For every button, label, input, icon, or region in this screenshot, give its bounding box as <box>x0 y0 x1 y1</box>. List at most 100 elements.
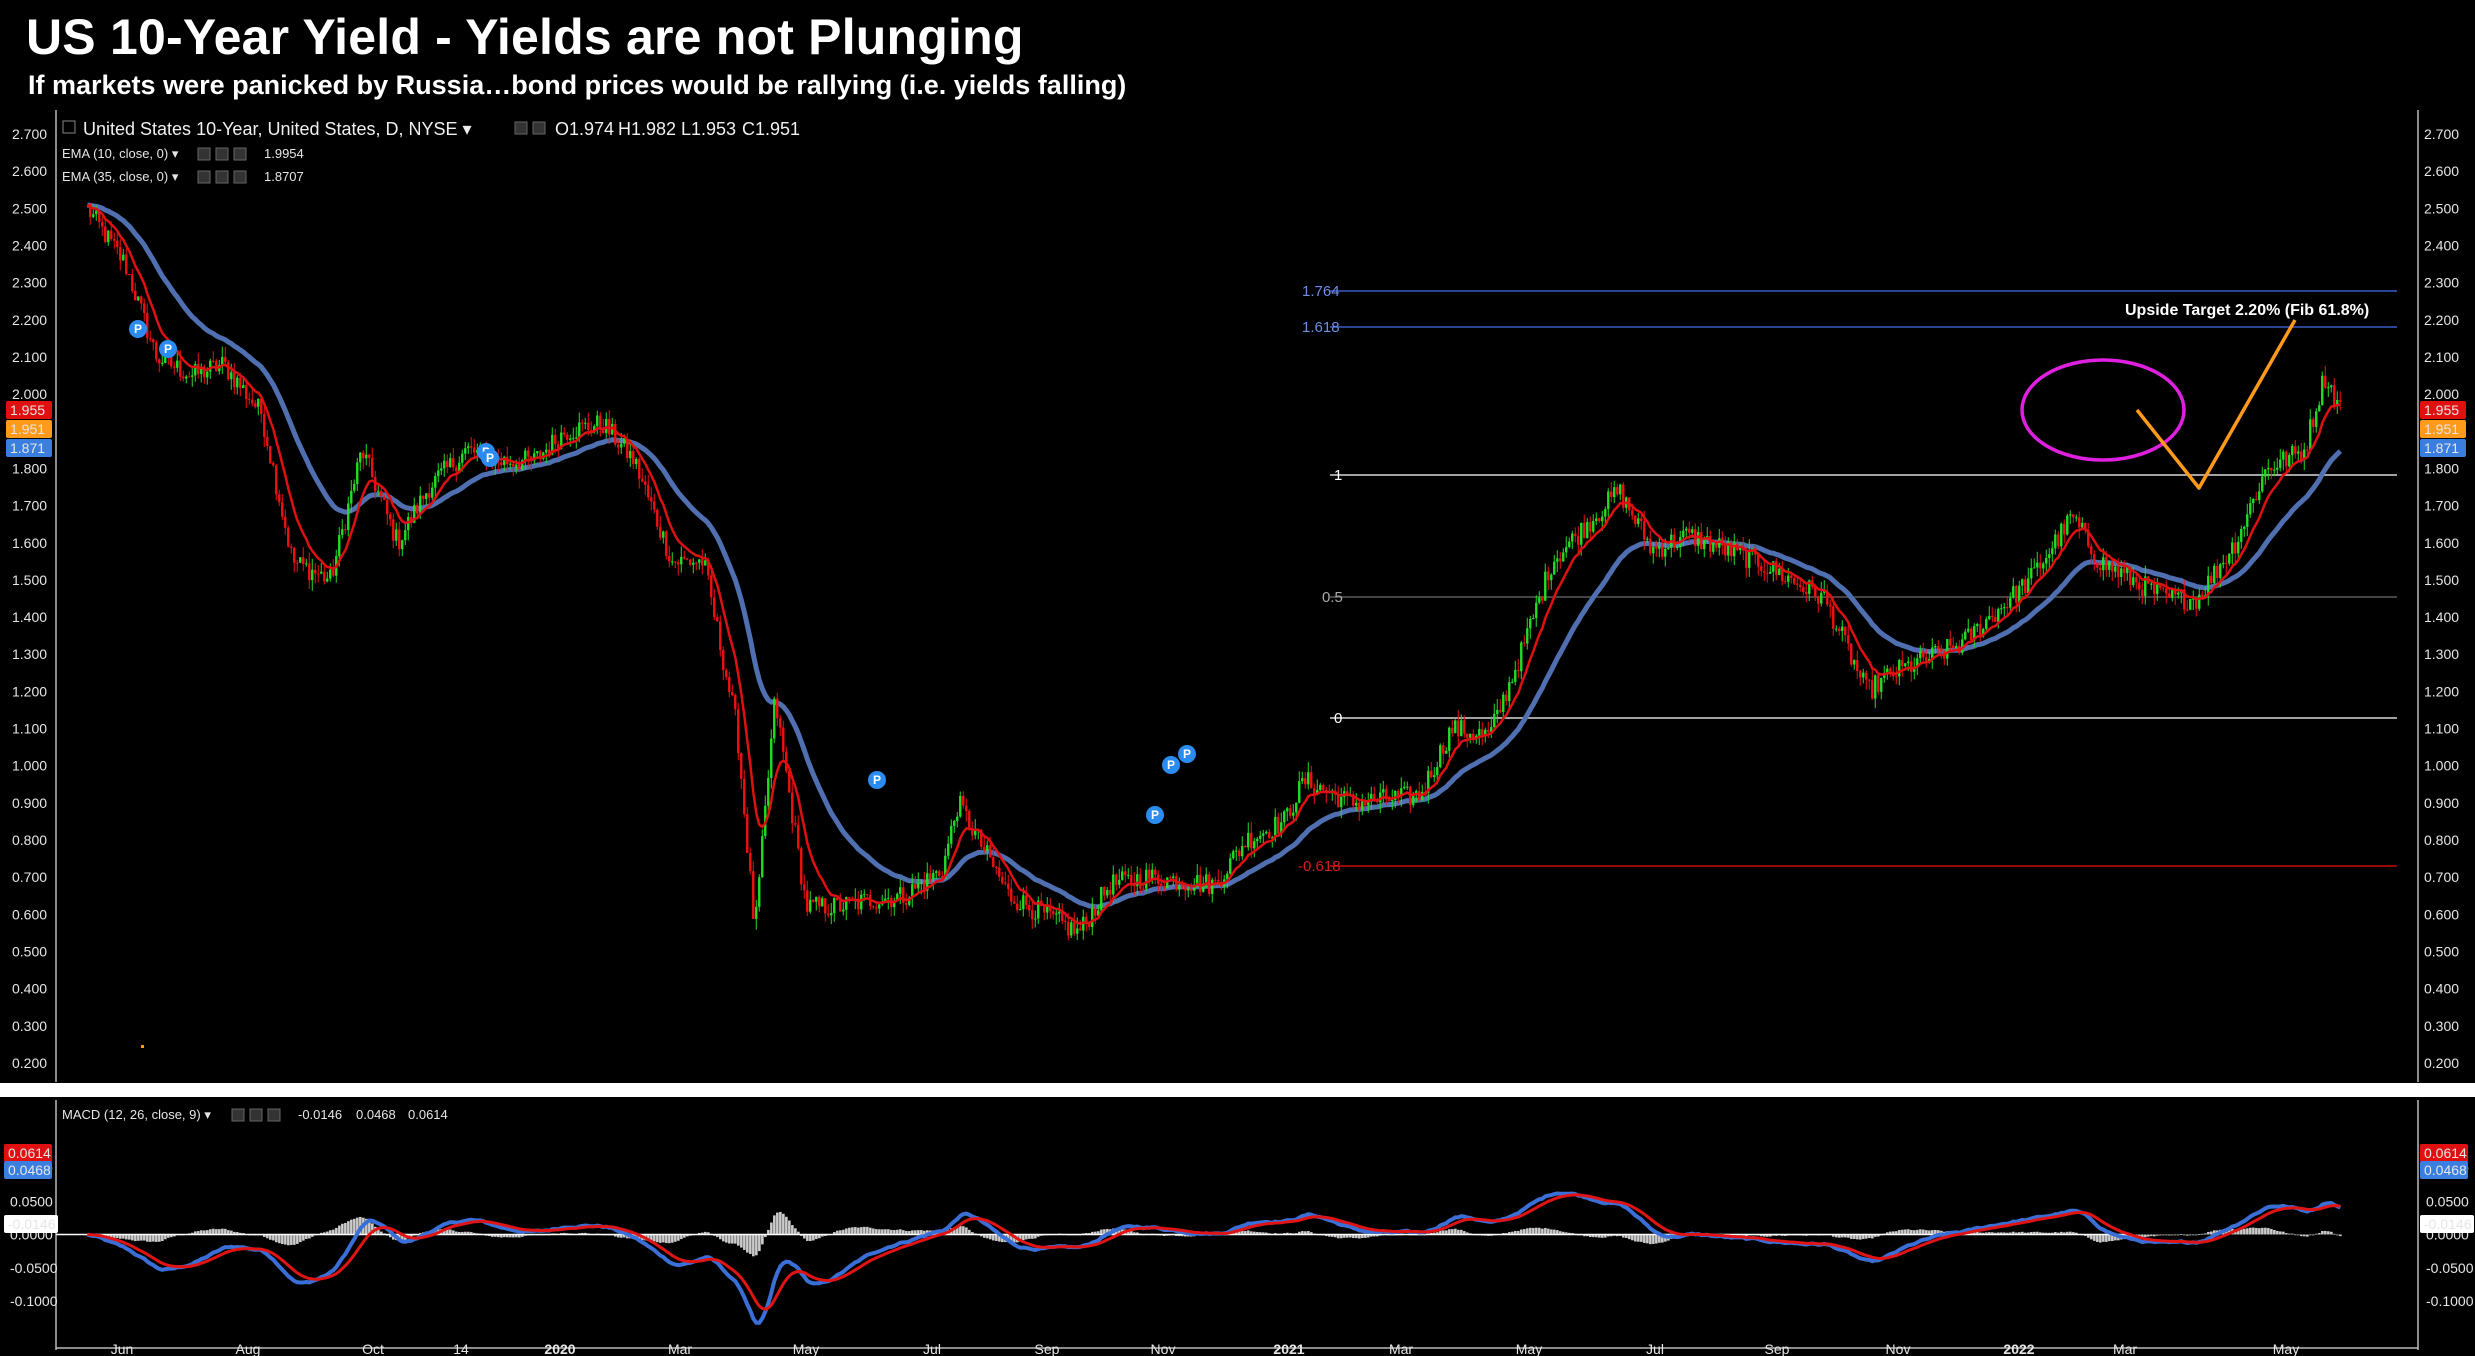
candle-body <box>1526 628 1529 644</box>
candle-body <box>572 438 575 440</box>
candle-body <box>965 805 968 811</box>
candle-body <box>1205 874 1208 884</box>
fibonacci-levels[interactable]: 1.764 1.618 1 0.5 0 -0.618 <box>1298 283 2397 875</box>
candle-body <box>131 274 134 291</box>
annotations[interactable]: Upside Target 2.20% (Fib 61.8%) <box>141 302 2369 1048</box>
candle-body <box>2312 419 2315 427</box>
candle-body <box>578 422 581 438</box>
macd-histogram-bar <box>1451 1229 1454 1235</box>
candle-body <box>1583 522 1586 539</box>
candle-body <box>1226 873 1229 880</box>
candle-body <box>1286 808 1289 812</box>
candle-body <box>1472 733 1475 740</box>
macd-histogram-bar <box>983 1234 986 1238</box>
macd-histogram-bar <box>1868 1234 1871 1239</box>
macd-histogram-bar <box>1286 1232 1289 1235</box>
candle-body <box>1820 592 1823 604</box>
macd-signal-value: 0.0614 <box>408 1107 448 1122</box>
y-tick-right: 1.100 <box>2424 721 2459 737</box>
macd-histogram-bar <box>1973 1231 1976 1235</box>
candle-body <box>1430 770 1433 777</box>
candle-body <box>650 497 653 502</box>
candle-body <box>1919 651 1922 659</box>
candle-body <box>1547 571 1550 581</box>
candle-body <box>1760 566 1763 571</box>
candle-body <box>1532 618 1535 620</box>
macd-histogram-bar <box>674 1234 677 1242</box>
indicator-legend[interactable]: United States 10-Year, United States, D,… <box>62 119 800 1122</box>
macd-histogram-bar <box>2162 1234 2165 1236</box>
macd-histogram-bar <box>113 1234 116 1238</box>
macd-histogram-bar <box>899 1229 902 1235</box>
candle-body <box>2297 451 2300 454</box>
macd-histogram-bar <box>2111 1234 2114 1242</box>
macd-histogram-bar <box>380 1231 383 1235</box>
candle-body <box>2237 541 2240 554</box>
macd-histogram-bar <box>1649 1234 1652 1245</box>
candle-body <box>2021 579 2024 586</box>
candle-body <box>884 898 887 902</box>
macd-histogram-bar <box>371 1223 374 1235</box>
macd-histogram-bar <box>1118 1229 1121 1235</box>
candle-body <box>1772 561 1775 572</box>
macd-histogram-bar <box>167 1234 170 1238</box>
macd-histogram-bar <box>1250 1231 1253 1235</box>
candle-body <box>2054 534 2057 549</box>
candle-body <box>1661 546 1664 557</box>
candle-body <box>1979 623 1982 637</box>
highlight-circle <box>2020 358 2186 462</box>
candle-body <box>2045 557 2048 564</box>
candle-body <box>245 385 248 399</box>
macd-histogram-bar <box>746 1234 749 1253</box>
candle-body <box>2273 469 2276 471</box>
candle-body <box>812 899 815 902</box>
candle-body <box>1250 832 1253 849</box>
macd-histogram-bar <box>350 1219 353 1235</box>
candle-body <box>1079 928 1082 931</box>
badge-macd-hist-left: -0.0146 <box>8 1216 56 1232</box>
candle-body <box>347 503 350 530</box>
candle-body <box>905 902 908 905</box>
macd-histogram-bar <box>2327 1231 2330 1235</box>
candle-body <box>2276 467 2279 470</box>
candle-body <box>2138 582 2141 590</box>
ema10-legend-label: EMA (10, close, 0) ▾ <box>62 146 179 161</box>
macd-histogram-bar <box>2144 1234 2147 1238</box>
candle-body <box>776 698 779 719</box>
candle-body <box>1142 888 1145 890</box>
candle-body <box>2333 385 2336 406</box>
y-tick-right: 1.700 <box>2424 498 2459 514</box>
macd-histogram-bar <box>1559 1231 1562 1235</box>
candle-body <box>137 296 140 301</box>
y-tick-left: 1.400 <box>12 609 47 625</box>
candle-body <box>878 904 881 909</box>
badge-macd-line-left: 0.0468 <box>8 1162 51 1178</box>
candle-body <box>2219 564 2222 578</box>
macd-histogram-bar <box>812 1234 815 1241</box>
macd-histogram-bar <box>1931 1230 1934 1235</box>
candle-body <box>2330 385 2333 388</box>
candle-body <box>758 877 761 907</box>
macd-histogram-bar <box>1586 1234 1589 1237</box>
macd-histogram-bar <box>1655 1234 1658 1244</box>
candle-body <box>1565 547 1568 553</box>
candle-body <box>2210 575 2213 584</box>
macd-histogram-bar <box>224 1228 227 1235</box>
candle-body <box>1808 580 1811 594</box>
macd-histogram-bar <box>1892 1231 1895 1235</box>
candle-body <box>1649 538 1652 554</box>
candle-body <box>2120 568 2123 577</box>
macd-histogram-bar <box>875 1229 878 1235</box>
candle-body <box>875 907 878 909</box>
macd-histogram-bar <box>1919 1229 1922 1235</box>
candle-body <box>1256 838 1259 842</box>
candle-body <box>674 561 677 563</box>
macd-histogram-bar <box>1532 1227 1535 1235</box>
macd-histogram-bar <box>1925 1230 1928 1235</box>
macd-histogram-bar <box>122 1234 125 1239</box>
x-tick-label: Aug <box>236 1341 261 1356</box>
candle-body <box>161 362 164 364</box>
legend-tool-icon <box>233 147 247 161</box>
candle-body <box>809 899 812 912</box>
